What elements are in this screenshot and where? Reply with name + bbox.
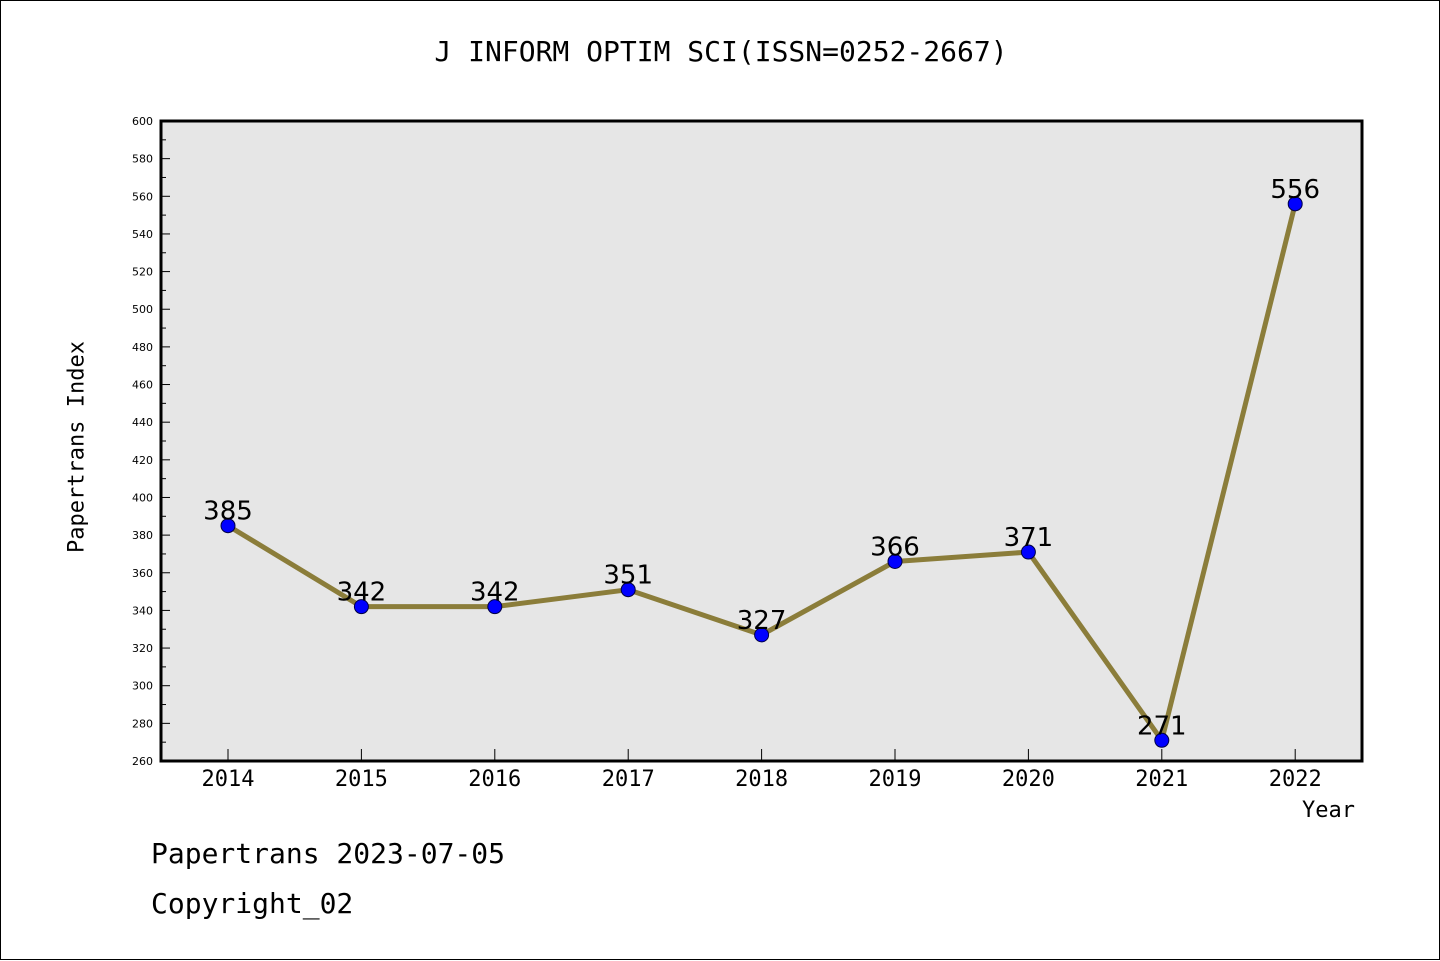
x-tick-label: 2019 (869, 767, 922, 792)
y-axis: 260 280 300 320 340 360 380 400 420 440 460 480 500 5… (132, 115, 170, 768)
x-tick-label: 2016 (468, 767, 521, 792)
y-tick-label: 340 (132, 604, 153, 617)
data-point (1020, 544, 1036, 560)
data-labels: 385 342 342 351 327 366 371 271 556 (203, 175, 1320, 741)
x-tick-label: 2015 (335, 767, 388, 792)
data-label: 342 (337, 578, 387, 608)
y-tick-label: 360 (132, 567, 153, 580)
data-point (1154, 732, 1170, 748)
footer-date: Papertrans 2023-07-05 (151, 837, 506, 870)
y-tick-label: 440 (132, 416, 153, 429)
y-tick-label: 460 (132, 379, 153, 392)
y-tick-label: 540 (132, 228, 153, 241)
data-label: 271 (1137, 711, 1187, 741)
data-label: 385 (203, 497, 253, 527)
x-tick-label: 2021 (1135, 767, 1188, 792)
y-tick-label: 420 (132, 454, 153, 467)
series-line-group (220, 196, 1303, 748)
data-label: 371 (1004, 523, 1054, 553)
y-tick-label: 580 (132, 153, 153, 166)
y-tick-label: 320 (132, 642, 153, 655)
y-tick-label: 560 (132, 190, 153, 203)
plot-area (161, 121, 1362, 761)
y-tick-label: 600 (132, 115, 153, 128)
x-axis-label: Year (1302, 798, 1355, 823)
x-tick-label: 2017 (602, 767, 655, 792)
data-point (220, 518, 236, 534)
y-tick-label: 500 (132, 303, 153, 316)
x-axis: 2014 2015 2016 2017 2018 2019 2020 2021 2022 (202, 749, 1322, 792)
data-point (353, 599, 369, 615)
x-tick-label: 2020 (1002, 767, 1055, 792)
y-tick-label: 380 (132, 529, 153, 542)
y-tick-label: 400 (132, 491, 153, 504)
y-tick-label: 300 (132, 680, 153, 693)
data-label: 556 (1270, 175, 1320, 205)
data-label: 327 (737, 606, 787, 636)
x-tick-label: 2022 (1269, 767, 1322, 792)
y-tick-label: 480 (132, 341, 153, 354)
data-point (487, 599, 503, 615)
y-tick-label: 520 (132, 266, 153, 279)
data-point (754, 627, 770, 643)
data-point (1287, 196, 1303, 212)
x-tick-label: 2018 (735, 767, 788, 792)
footer-copyright: Copyright_02 (151, 887, 354, 920)
x-tick-label: 2014 (202, 767, 255, 792)
data-point (887, 553, 903, 569)
y-tick-label: 260 (132, 755, 153, 768)
chart-title: J INFORM OPTIM SCI(ISSN=0252-2667) (434, 35, 1008, 68)
data-label: 351 (603, 561, 653, 591)
data-label: 366 (870, 532, 920, 562)
y-tick-label: 280 (132, 717, 153, 730)
plot-frame (159, 119, 1364, 763)
data-label: 342 (470, 578, 520, 608)
data-point (620, 582, 636, 598)
